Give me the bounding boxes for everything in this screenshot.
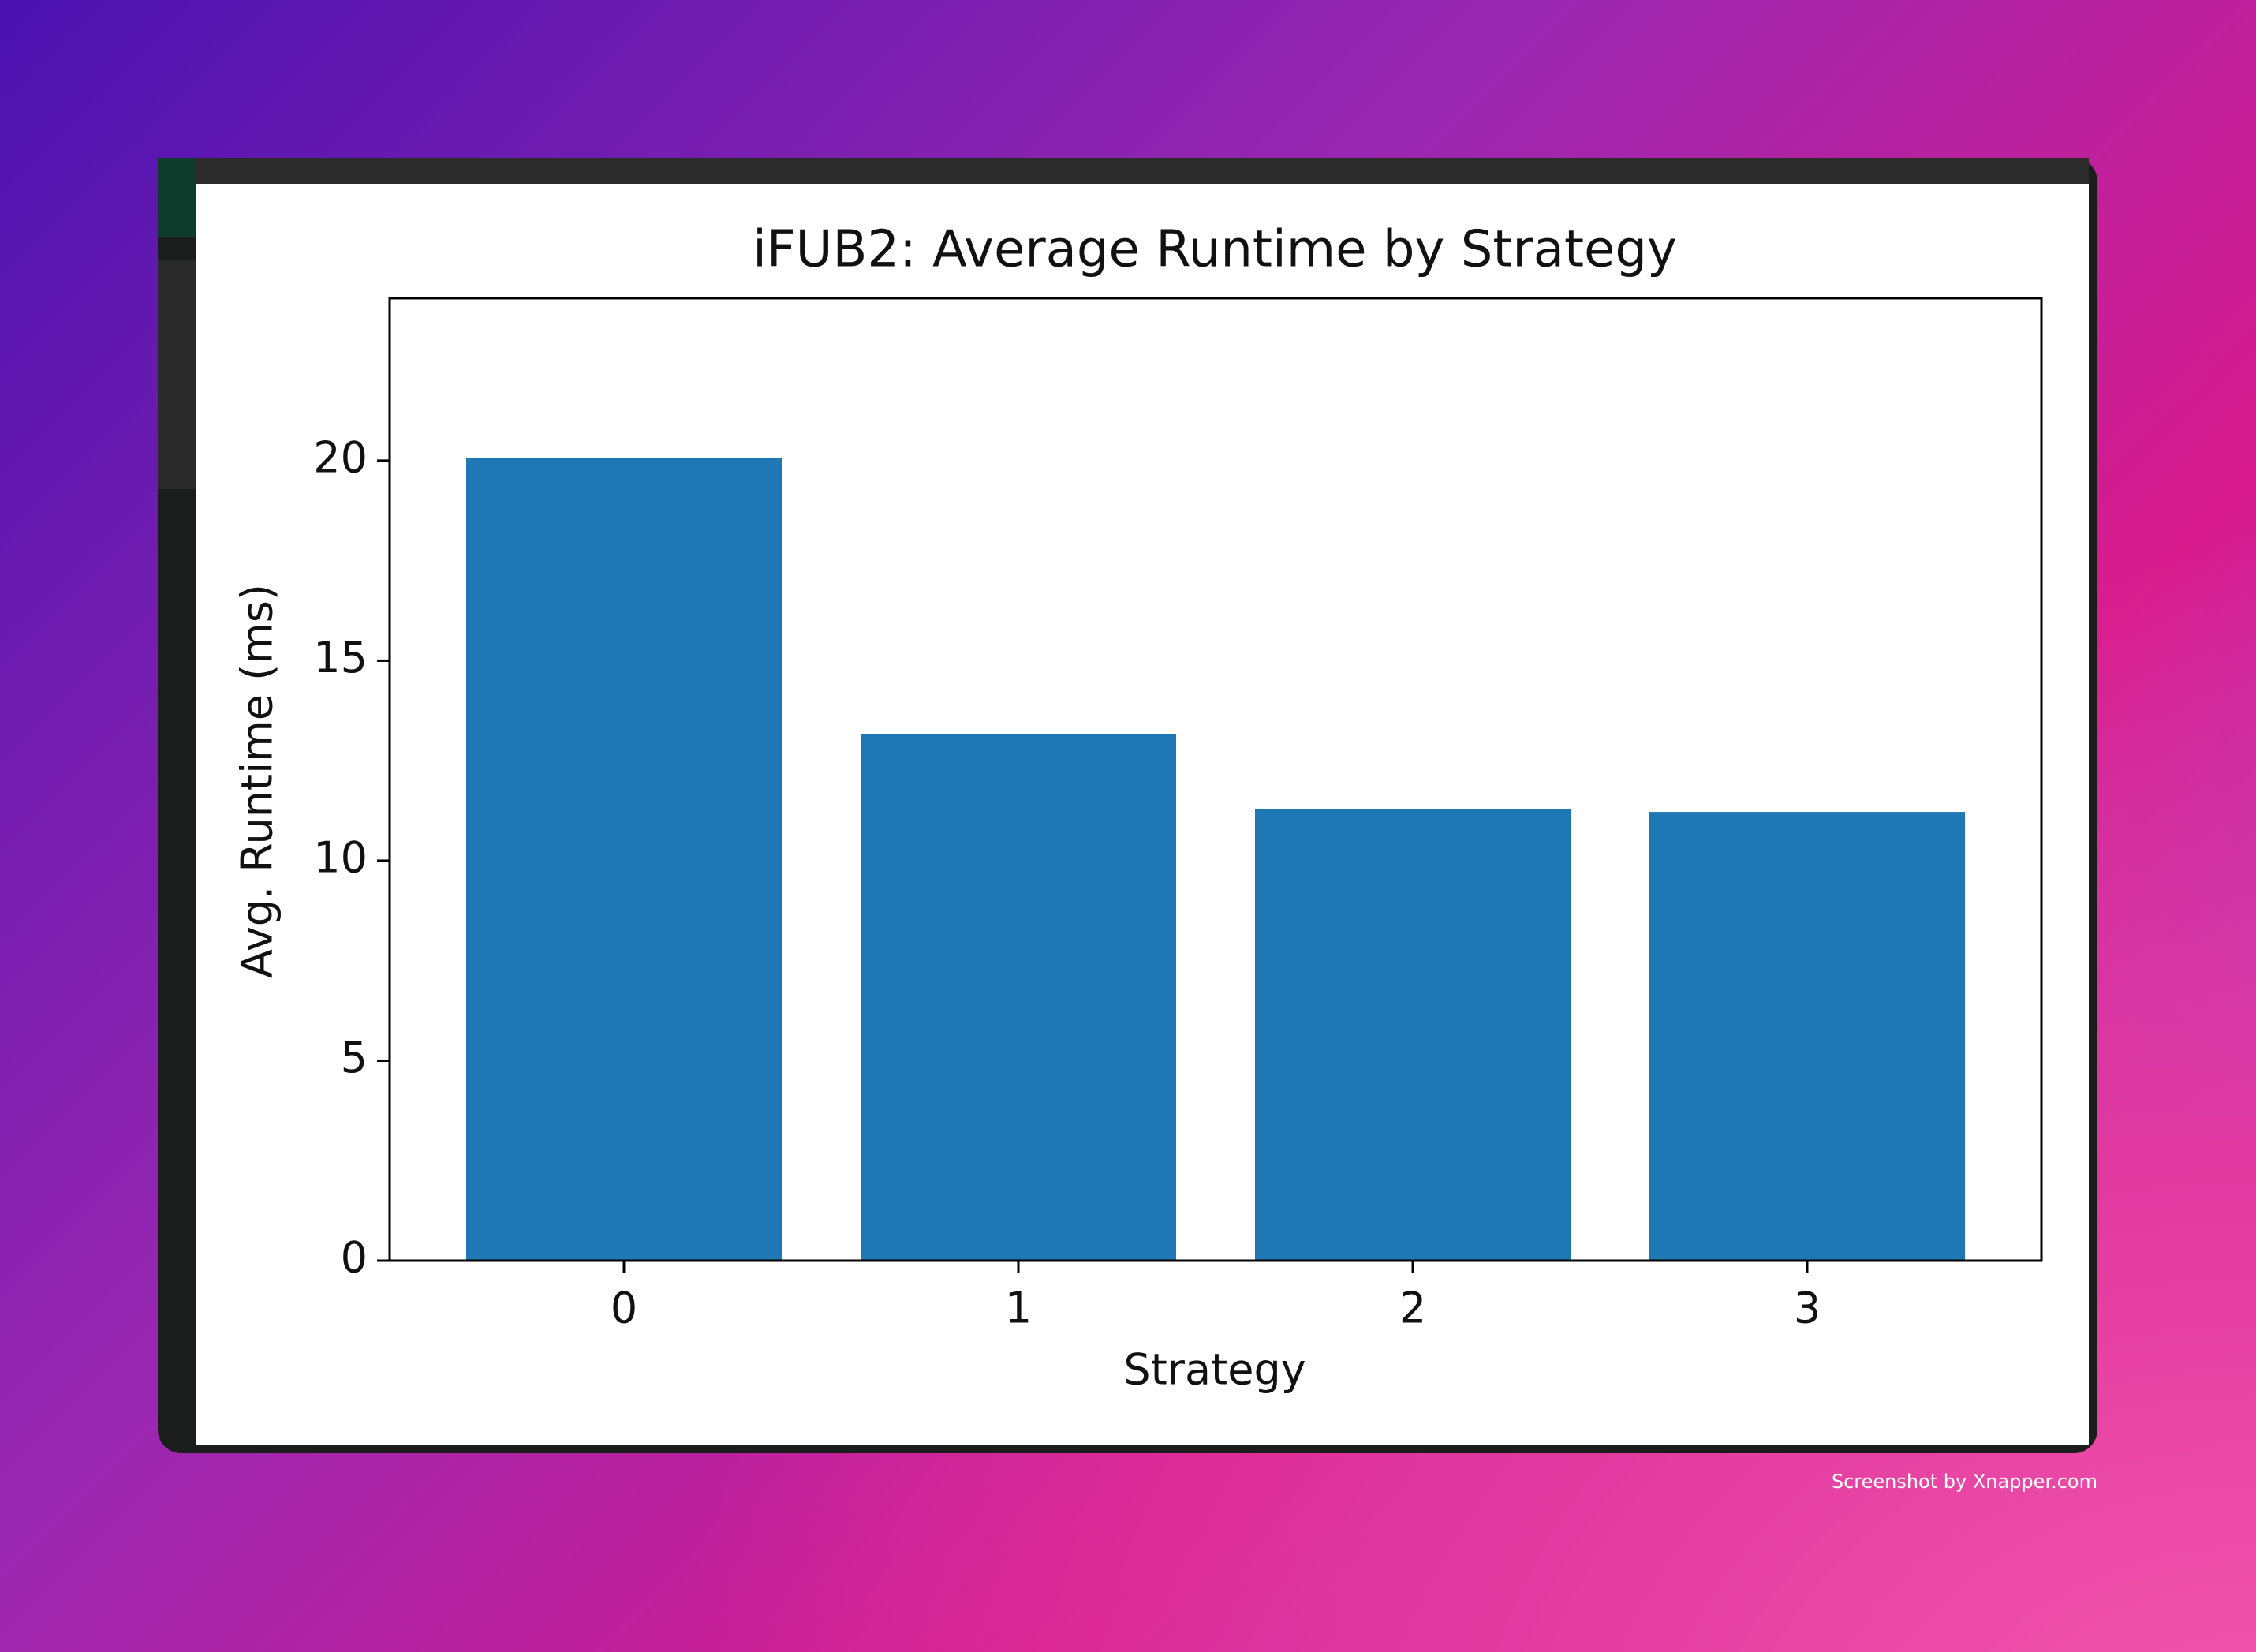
x-tick-label: 1 <box>1005 1284 1032 1333</box>
x-tick-label: 0 <box>611 1284 637 1333</box>
x-tick-label: 3 <box>1794 1284 1821 1333</box>
watermark: Screenshot by Xnapper.com <box>1832 1471 2097 1493</box>
sidebar-panel <box>158 260 196 489</box>
bar <box>466 458 782 1261</box>
chart-title: iFUB2: Average Runtime by Strategy <box>753 221 1677 279</box>
y-tick-label: 0 <box>341 1233 368 1283</box>
x-tick-label: 2 <box>1399 1284 1426 1333</box>
y-axis-label: Avg. Runtime (ms) <box>233 584 282 978</box>
window-bar <box>196 158 2089 184</box>
y-tick-label: 5 <box>341 1033 368 1082</box>
y-tick-label: 15 <box>313 633 368 682</box>
y-tick-label: 20 <box>313 433 368 483</box>
plot-frame <box>388 297 2043 1262</box>
sidebar-top <box>158 158 196 237</box>
bar <box>1649 812 1965 1261</box>
x-axis-label: Strategy <box>1123 1345 1305 1395</box>
y-tick-label: 10 <box>313 833 368 883</box>
bar <box>1255 809 1571 1261</box>
bar <box>861 734 1176 1261</box>
